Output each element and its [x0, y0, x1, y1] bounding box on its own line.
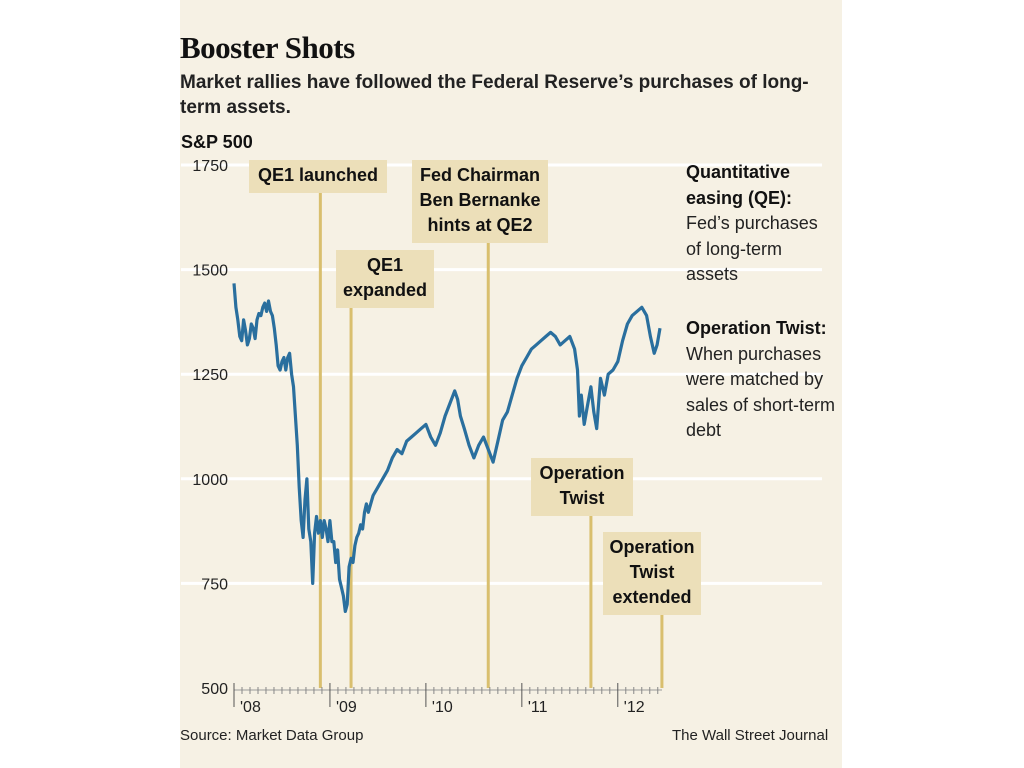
x-tick-label-10: '10 — [432, 699, 453, 716]
source-note: Source: Market Data Group — [180, 727, 364, 744]
annotation-1: QE1 launched — [249, 160, 387, 193]
annotation-text: Twist — [630, 562, 675, 582]
annotation-4: Operation Twist — [531, 458, 633, 516]
y-axis-label: S&P 500 — [181, 132, 253, 152]
annotation-text: hints at QE2 — [427, 215, 532, 235]
chart-panel — [180, 0, 842, 768]
annotation-text: Twist — [560, 488, 605, 508]
note-twist-text: When purchases were matched by sales of … — [686, 343, 836, 441]
x-tick-label-09: '09 — [336, 699, 357, 716]
chart-title: Booster Shots — [180, 30, 355, 65]
annotation-text: extended — [612, 587, 691, 607]
annotation-box — [603, 532, 701, 615]
annotations: QE1 launched QE1 expanded Fed Chairman Ben B… — [249, 160, 701, 615]
x-tick-label-08: '08 — [240, 699, 261, 716]
annotation-box — [336, 250, 434, 308]
note-qe-term: Quantitative easing (QE): — [686, 162, 793, 208]
annotation-5: Operation Twist extended — [603, 532, 701, 615]
credit-note: The Wall Street Journal — [672, 727, 829, 744]
annotation-box — [531, 458, 633, 516]
x-tick-label-12: '12 — [624, 699, 645, 716]
annotation-box — [249, 160, 387, 193]
note-operation-twist: Operation Twist: When purchases were mat… — [686, 316, 836, 444]
annotation-text: Fed Chairman — [420, 165, 540, 185]
annotation-text: Ben Bernanke — [419, 190, 540, 210]
sp500-series-line — [232, 283, 662, 613]
x-tick-label-11: '11 — [528, 699, 548, 716]
note-quantitative-easing: Quantitative easing (QE): Fed’s purchase… — [686, 160, 836, 288]
y-tick-label-1500: 1500 — [192, 263, 228, 280]
series-layer — [232, 283, 662, 613]
annotation-text: QE1 launched — [258, 165, 378, 185]
y-tick-label-500: 500 — [201, 681, 228, 698]
y-axis: 500 750 1000 1250 1500 1750 — [192, 158, 228, 698]
annotation-3: Fed Chairman Ben Bernanke hints at QE2 — [412, 160, 548, 243]
y-tick-label-750: 750 — [201, 576, 228, 593]
annotation-box — [412, 160, 548, 243]
y-tick-label-1250: 1250 — [192, 367, 228, 384]
annotation-text: Operation — [609, 537, 694, 557]
note-twist-term: Operation Twist: — [686, 318, 827, 338]
annotation-text: expanded — [343, 280, 427, 300]
note-qe-text: Fed’s purchases of long-term assets — [686, 213, 818, 284]
y-tick-label-1750: 1750 — [192, 158, 228, 175]
chart-subtitle: Market rallies have followed the Federal… — [180, 72, 809, 118]
x-axis: '08 '09 '10 '11 '12 — [233, 683, 662, 716]
event-lines — [318, 193, 664, 688]
y-tick-label-1000: 1000 — [192, 472, 228, 489]
annotation-text: Operation — [539, 463, 624, 483]
annotation-2: QE1 expanded — [336, 250, 434, 308]
annotation-text: QE1 — [367, 255, 403, 275]
